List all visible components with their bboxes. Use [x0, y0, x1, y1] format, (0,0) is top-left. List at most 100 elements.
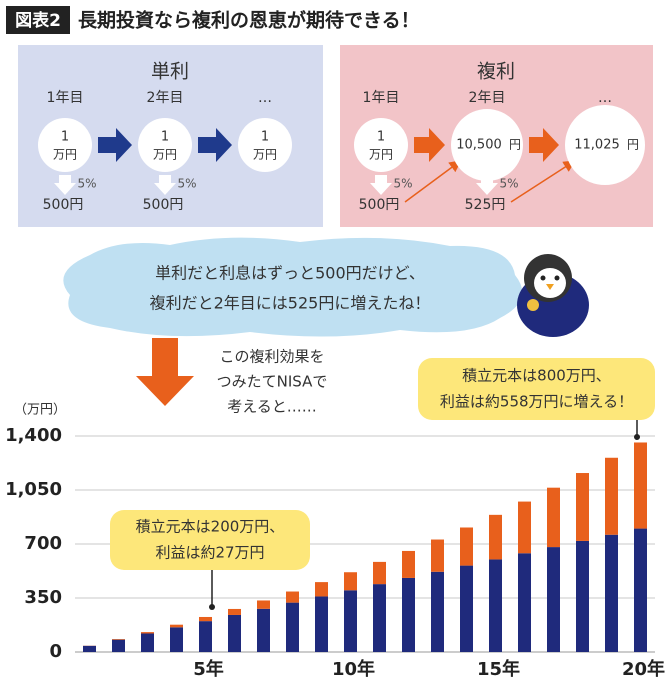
year-label: 1年目 [363, 90, 400, 106]
callout-text: 利益は約27万円 [155, 544, 264, 562]
bar-segment [83, 645, 96, 652]
rate: 5% [393, 177, 412, 191]
bar-segment [228, 608, 241, 615]
interest-arrow [54, 175, 76, 195]
rate: 5% [499, 177, 518, 191]
rate: 5% [177, 177, 196, 191]
bar-segment [518, 553, 531, 652]
badge [6, 6, 70, 34]
bar-segment [257, 608, 270, 652]
amount-circle [238, 118, 292, 172]
circle-amount: 1 [377, 130, 385, 145]
bar-segment [431, 571, 444, 652]
circle-unit: 万円 [53, 148, 77, 162]
flow-arrow [98, 128, 132, 162]
bar-segment [460, 527, 473, 566]
circle-unit: 円 [627, 138, 639, 152]
bar-segment [547, 487, 560, 548]
bar-segment [141, 632, 154, 634]
callout-text: 積立元本は800万円、 [462, 367, 611, 385]
speech-bubble [63, 237, 523, 337]
circle-unit: 万円 [153, 148, 177, 162]
bar-segment [402, 550, 415, 578]
x-tick-label: 10年 [332, 658, 375, 680]
year-label: 1年目 [47, 90, 84, 106]
y-unit: （万円） [14, 403, 66, 418]
interest: 500円 [359, 197, 400, 213]
bar-segment [373, 561, 386, 585]
x-tick-label: 20年 [622, 658, 665, 680]
penguin [517, 254, 589, 337]
badge-text: 図表2 [15, 10, 61, 31]
bar-segment [344, 572, 357, 591]
year-label: 2年目 [147, 90, 184, 106]
callout-text: 積立元本は200万円、 [136, 518, 285, 536]
bar-segment [547, 547, 560, 652]
bar-segment [112, 639, 125, 640]
bar-segment [315, 582, 328, 597]
interest: 500円 [143, 197, 184, 213]
title: 長期投資なら複利の恩恵が期待できる！ [78, 9, 420, 32]
amount-circle [138, 118, 192, 172]
interest-arrow [476, 175, 498, 195]
bar-segment [489, 514, 502, 560]
bar-segment [634, 528, 647, 652]
flow-arrow [529, 128, 559, 162]
bar-segment [431, 539, 444, 572]
bar-segment [286, 591, 299, 603]
callout-dot [209, 604, 215, 610]
note: この複利効果を [219, 348, 324, 366]
x-tick-label: 15年 [477, 658, 520, 680]
bar-segment [518, 501, 531, 554]
amount-circle [451, 109, 523, 181]
down-arrow [136, 338, 194, 406]
callout [418, 358, 655, 420]
bar-segment [286, 602, 299, 652]
circle-amount: 1 [261, 130, 269, 145]
year-label: 2年目 [469, 90, 506, 106]
bar-segment [112, 639, 125, 652]
bar-segment [257, 600, 270, 609]
bar-segment [141, 633, 154, 652]
bar-segment [228, 614, 241, 652]
bar-segment [344, 590, 357, 652]
interest-arrow [154, 175, 176, 195]
callout-text: 利益は約558万円に増える！ [440, 393, 633, 411]
amount-circle [565, 105, 645, 185]
bar-segment [170, 624, 183, 628]
circle-unit: 円 [509, 138, 521, 152]
bar-segment [605, 534, 618, 652]
carry-arrow [510, 160, 576, 203]
bar-segment [605, 457, 618, 535]
circle-amount: 1 [61, 130, 69, 145]
y-tick-label: 1,400 [5, 425, 62, 446]
bar-segment [402, 577, 415, 652]
bar-segment [315, 596, 328, 652]
carry-arrow [404, 160, 462, 203]
circle-unit: 万円 [253, 148, 277, 162]
callout [110, 510, 310, 570]
callout-dot [634, 434, 640, 440]
bar-segment [170, 627, 183, 652]
circle-amount: 10,500 [456, 138, 502, 153]
y-tick-label: 700 [24, 533, 62, 554]
interest-arrow [370, 175, 392, 195]
bar-segment [576, 473, 589, 541]
bar-segment [489, 559, 502, 652]
bar-segment [199, 616, 212, 622]
panel-title: 複利 [477, 61, 515, 83]
y-tick-label: 350 [24, 587, 62, 608]
bubble-text: 単利だと利息はずっと500円だけど、 [155, 264, 425, 283]
circle-amount: 11,025 [574, 138, 620, 153]
bar-segment [199, 621, 212, 652]
circle-amount: 1 [161, 130, 169, 145]
note: 考えると…… [227, 398, 317, 416]
interest: 500円 [43, 197, 84, 213]
interest: 525円 [465, 197, 506, 213]
panel-title: 単利 [151, 61, 189, 83]
note: つみたてNISAで [217, 373, 328, 391]
y-tick-label: 1,050 [5, 479, 62, 500]
bar-segment [460, 565, 473, 652]
amount-circle [38, 118, 92, 172]
